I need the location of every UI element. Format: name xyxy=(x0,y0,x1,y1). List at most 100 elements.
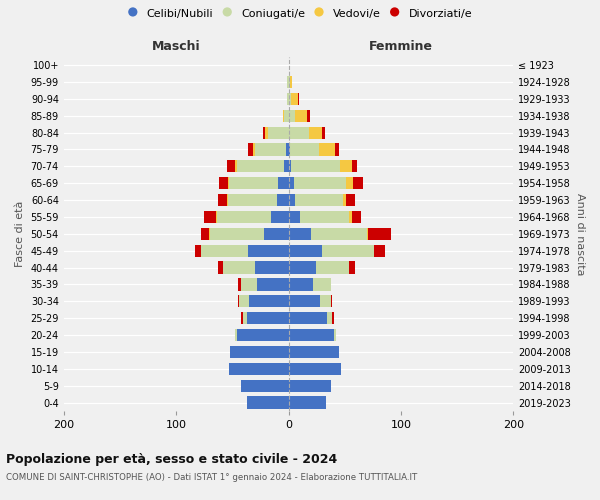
Bar xyxy=(311,228,367,240)
Bar xyxy=(313,278,331,290)
Bar xyxy=(210,228,264,240)
Bar xyxy=(320,295,331,308)
Bar xyxy=(218,194,227,206)
Bar xyxy=(343,194,346,206)
Bar xyxy=(230,346,289,358)
Bar xyxy=(316,262,349,274)
Text: Femmine: Femmine xyxy=(369,40,433,54)
Bar xyxy=(322,244,374,257)
Bar xyxy=(298,93,299,105)
Bar xyxy=(289,346,339,358)
Bar xyxy=(242,312,247,324)
Bar xyxy=(289,362,341,375)
Bar xyxy=(253,144,255,156)
Bar xyxy=(367,228,368,240)
Bar xyxy=(352,160,357,172)
Bar xyxy=(319,144,335,156)
Bar xyxy=(346,194,355,206)
Bar xyxy=(239,295,249,308)
Bar xyxy=(238,295,239,308)
Bar xyxy=(264,228,289,240)
Bar xyxy=(289,93,291,105)
Bar xyxy=(335,144,339,156)
Bar xyxy=(332,312,334,324)
Bar xyxy=(289,278,313,290)
Bar xyxy=(289,329,334,341)
Bar xyxy=(219,177,228,190)
Bar xyxy=(278,177,289,190)
Bar xyxy=(277,194,289,206)
Bar xyxy=(374,244,385,257)
Bar xyxy=(223,262,255,274)
Bar xyxy=(327,312,332,324)
Bar xyxy=(235,160,237,172)
Bar xyxy=(295,194,343,206)
Bar xyxy=(271,211,289,223)
Bar xyxy=(209,228,210,240)
Bar xyxy=(283,110,284,122)
Bar xyxy=(291,160,340,172)
Bar xyxy=(235,329,237,341)
Bar xyxy=(237,160,284,172)
Bar xyxy=(237,329,289,341)
Bar xyxy=(227,160,235,172)
Bar xyxy=(229,177,278,190)
Bar xyxy=(284,110,289,122)
Bar xyxy=(289,228,311,240)
Bar xyxy=(248,144,253,156)
Bar xyxy=(265,126,268,138)
Bar xyxy=(201,244,248,257)
Bar xyxy=(238,278,241,290)
Bar xyxy=(204,211,215,223)
Bar xyxy=(291,93,298,105)
Bar xyxy=(248,244,289,257)
Bar xyxy=(290,76,292,88)
Bar xyxy=(247,312,289,324)
Bar xyxy=(247,396,289,408)
Bar xyxy=(215,211,217,223)
Bar xyxy=(295,110,307,122)
Bar xyxy=(307,110,310,122)
Bar xyxy=(195,244,201,257)
Bar xyxy=(290,144,319,156)
Bar xyxy=(289,244,322,257)
Bar xyxy=(352,211,361,223)
Bar xyxy=(255,144,286,156)
Bar xyxy=(334,329,336,341)
Bar xyxy=(284,160,289,172)
Bar xyxy=(241,380,289,392)
Bar xyxy=(287,76,289,88)
Bar xyxy=(249,295,289,308)
Bar xyxy=(368,228,391,240)
Bar xyxy=(289,76,290,88)
Bar xyxy=(289,396,326,408)
Bar xyxy=(217,211,271,223)
Bar xyxy=(268,126,289,138)
Text: Maschi: Maschi xyxy=(152,40,200,54)
Bar xyxy=(349,262,355,274)
Bar xyxy=(289,211,300,223)
Text: Popolazione per età, sesso e stato civile - 2024: Popolazione per età, sesso e stato civil… xyxy=(6,452,337,466)
Bar xyxy=(353,177,363,190)
Bar xyxy=(218,262,223,274)
Bar xyxy=(294,177,346,190)
Bar xyxy=(289,380,331,392)
Bar xyxy=(289,144,290,156)
Bar xyxy=(289,312,327,324)
Bar xyxy=(289,160,291,172)
Bar xyxy=(289,126,309,138)
Bar xyxy=(331,295,332,308)
Y-axis label: Fasce di età: Fasce di età xyxy=(15,200,25,267)
Bar xyxy=(309,126,322,138)
Bar xyxy=(263,126,265,138)
Bar xyxy=(229,362,289,375)
Text: COMUNE DI SAINT-CHRISTOPHE (AO) - Dati ISTAT 1° gennaio 2024 - Elaborazione TUTT: COMUNE DI SAINT-CHRISTOPHE (AO) - Dati I… xyxy=(6,472,417,482)
Bar xyxy=(257,278,289,290)
Bar xyxy=(286,144,289,156)
Bar xyxy=(241,312,242,324)
Bar xyxy=(228,177,229,190)
Bar xyxy=(289,194,295,206)
Bar xyxy=(287,93,289,105)
Bar xyxy=(289,110,295,122)
Bar xyxy=(300,211,349,223)
